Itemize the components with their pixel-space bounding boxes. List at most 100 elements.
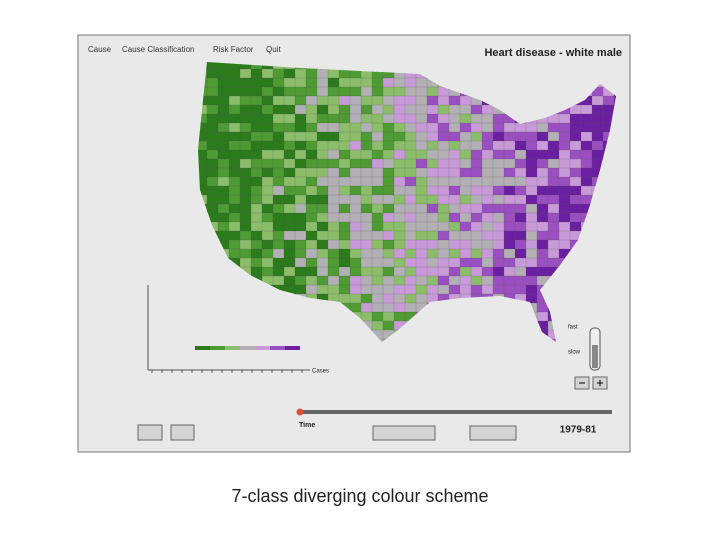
county <box>481 221 494 232</box>
county <box>503 158 516 169</box>
county <box>536 203 549 214</box>
county <box>525 275 538 286</box>
county <box>437 176 450 187</box>
county <box>536 212 549 223</box>
county <box>459 131 472 142</box>
county <box>371 212 384 223</box>
county <box>316 86 329 97</box>
county <box>239 212 252 223</box>
county <box>239 113 252 124</box>
county <box>294 113 307 124</box>
county <box>327 248 340 259</box>
tool-button[interactable] <box>170 424 195 441</box>
county <box>503 122 516 133</box>
county <box>327 284 340 295</box>
county <box>228 167 241 178</box>
playback-buttons[interactable] <box>372 425 436 441</box>
county <box>602 104 615 115</box>
county <box>349 122 362 133</box>
county <box>404 149 417 160</box>
county <box>349 257 362 268</box>
county <box>415 212 428 223</box>
county <box>360 104 373 115</box>
county <box>294 158 307 169</box>
tool-button[interactable] <box>137 424 163 441</box>
county <box>470 212 483 223</box>
county <box>415 221 428 232</box>
county <box>382 167 395 178</box>
county <box>371 131 384 142</box>
county <box>580 104 593 115</box>
menu-item[interactable]: Cause <box>88 45 112 54</box>
county <box>580 140 593 151</box>
county <box>294 104 307 115</box>
county <box>404 158 417 169</box>
county <box>283 104 296 115</box>
time-bar[interactable] <box>298 410 612 414</box>
county <box>316 185 329 196</box>
step-buttons[interactable] <box>469 425 517 441</box>
county <box>448 113 461 124</box>
county <box>239 158 252 169</box>
county <box>294 167 307 178</box>
menu-item[interactable]: Quit <box>266 45 281 54</box>
county <box>569 122 582 133</box>
county <box>514 230 527 241</box>
county <box>272 239 285 250</box>
county <box>316 149 329 160</box>
county <box>591 131 604 142</box>
county <box>459 248 472 259</box>
county <box>338 212 351 223</box>
county <box>426 113 439 124</box>
county <box>393 230 406 241</box>
county <box>305 194 318 205</box>
county <box>261 158 274 169</box>
county <box>327 266 340 277</box>
county <box>349 131 362 142</box>
county <box>437 140 450 151</box>
county <box>206 131 219 142</box>
county <box>272 158 285 169</box>
county <box>492 140 505 151</box>
county <box>492 230 505 241</box>
county <box>404 77 417 88</box>
county <box>283 248 296 259</box>
county <box>492 257 505 268</box>
menu-item[interactable]: Risk Factor <box>213 45 254 54</box>
county <box>327 113 340 124</box>
county <box>437 248 450 259</box>
county <box>338 86 351 97</box>
county <box>316 113 329 124</box>
county <box>250 176 263 187</box>
county <box>426 131 439 142</box>
county <box>206 86 219 97</box>
county <box>272 194 285 205</box>
county <box>470 266 483 277</box>
county <box>481 158 494 169</box>
county <box>525 257 538 268</box>
county <box>404 275 417 286</box>
county <box>470 257 483 268</box>
county <box>459 221 472 232</box>
county <box>569 185 582 196</box>
county <box>459 140 472 151</box>
county <box>415 275 428 286</box>
county <box>250 113 263 124</box>
county <box>261 68 274 79</box>
county <box>558 113 571 124</box>
county <box>360 158 373 169</box>
county <box>470 275 483 286</box>
county <box>393 131 406 142</box>
county <box>338 140 351 151</box>
county <box>206 149 219 160</box>
time-marker[interactable] <box>296 408 304 416</box>
county <box>294 230 307 241</box>
county <box>514 203 527 214</box>
county <box>261 221 274 232</box>
county <box>272 230 285 241</box>
county <box>514 275 527 286</box>
county <box>382 257 395 268</box>
county <box>459 95 472 106</box>
menu-item[interactable]: Cause Classification <box>122 45 194 54</box>
county <box>415 104 428 115</box>
